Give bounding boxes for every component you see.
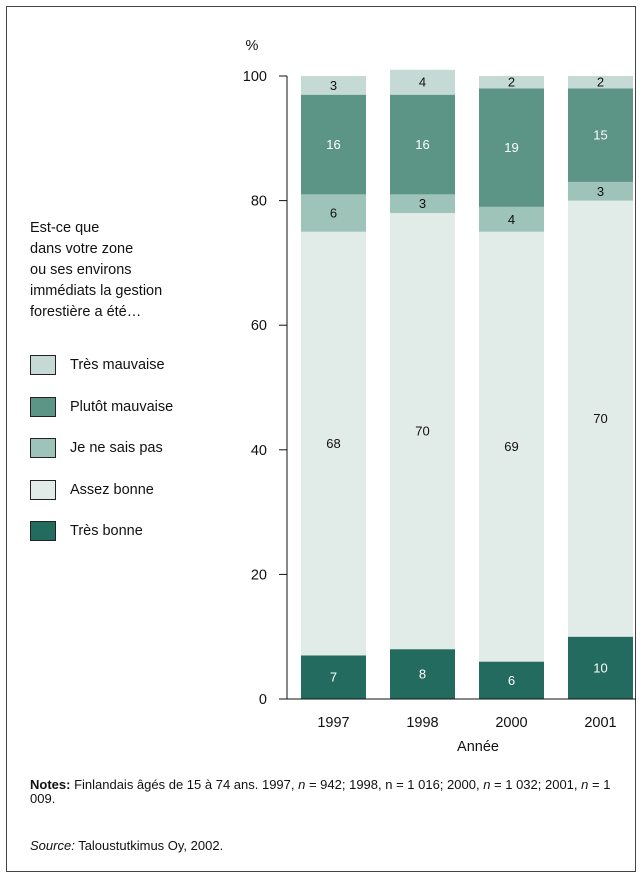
data-label: 4 <box>508 212 515 227</box>
notes-n: n <box>581 777 589 792</box>
bar-segment <box>568 636 633 699</box>
legend-swatch <box>30 396 56 417</box>
legend-label: Très mauvaise <box>70 357 165 373</box>
x-tick-label: 2001 <box>584 715 616 731</box>
bar-segment <box>390 69 455 95</box>
data-label: 68 <box>326 436 340 451</box>
legend-label: Très bonne <box>70 523 143 540</box>
data-label: 6 <box>330 206 337 221</box>
data-label: 7 <box>330 670 337 685</box>
bar-segment <box>390 194 455 214</box>
x-tick-label: 2000 <box>495 715 527 731</box>
notes-text: = 1 009. <box>30 777 611 806</box>
bar-segment <box>479 661 544 699</box>
legend-swatch <box>30 521 56 542</box>
bar-segment <box>568 88 633 182</box>
figure-frame <box>6 6 636 872</box>
bar-segment <box>479 231 544 662</box>
bar-segment <box>568 181 633 201</box>
bar-segment <box>301 76 366 95</box>
legend-question-line: Est-ce que <box>30 220 100 236</box>
bar-segment <box>479 206 544 232</box>
data-label: 6 <box>508 673 515 688</box>
data-label: 3 <box>330 78 337 93</box>
source-label: Source: <box>30 838 75 853</box>
legend-swatch <box>30 438 56 459</box>
x-tick-label: 1998 <box>406 715 438 731</box>
legend-swatch <box>30 479 56 500</box>
data-label: 16 <box>326 137 340 152</box>
data-label: 8 <box>419 667 426 682</box>
legend-question: Est-ce que dans votre zone ou ses enviro… <box>30 218 220 323</box>
bar-segment <box>301 94 366 195</box>
segment-labels-layer: 7 68 6 16 3 8 70 3 16 4 6 69 4 19 2 10 70 3 15 2 <box>326 75 607 688</box>
data-label: 16 <box>415 137 429 152</box>
notes-label: Notes: <box>30 777 71 792</box>
legend-label: Assez bonne <box>70 481 154 498</box>
notes: Notes: Finlandais âgés de 15 à 74 ans. 1… <box>30 778 620 806</box>
bar-segment <box>390 213 455 650</box>
notes-text: = 1 032; 2001, <box>490 777 582 792</box>
y-tick-label: 60 <box>251 318 267 334</box>
notes-n: n <box>298 777 306 792</box>
axes-layer: 1997 1998 2000 2001 0 20 40 60 80 100% Année <box>243 38 636 755</box>
legend-question-line: forestière a été… <box>30 304 142 320</box>
data-label: 2 <box>597 75 604 90</box>
data-label: 2 <box>508 75 515 90</box>
notes-n: n <box>483 777 491 792</box>
data-label: 70 <box>593 411 607 426</box>
data-label: 70 <box>415 424 429 439</box>
bar-segment <box>479 76 544 89</box>
y-tick-label: 0 <box>259 692 267 708</box>
data-label: 19 <box>504 140 518 155</box>
data-label: 10 <box>593 660 607 675</box>
y-axis-label: % <box>246 38 259 54</box>
legend-label: Plutôt mauvaise <box>70 398 174 415</box>
bar-segment <box>390 94 455 195</box>
y-tick-label: 80 <box>251 194 267 210</box>
bar-segment <box>390 649 455 699</box>
bar-segment <box>301 194 366 232</box>
legend-label: Je ne sais pas <box>70 440 163 457</box>
data-label: 3 <box>419 196 426 211</box>
legend-swatch <box>30 355 56 375</box>
bar-segment <box>301 231 366 656</box>
x-tick-label: 1997 <box>317 715 349 731</box>
data-label: 69 <box>504 439 518 454</box>
notes-text: Finlandais âgés de 15 à 74 ans. 1997, <box>70 777 299 792</box>
bar-segment <box>479 88 544 207</box>
y-tick-label: 40 <box>251 443 267 459</box>
bar-segment <box>568 200 633 637</box>
y-tick-label: 20 <box>251 567 267 583</box>
legend-question-line: immédiats la gestion <box>30 283 163 299</box>
source-text: Taloustutkimus Oy, 2002. <box>74 838 224 853</box>
bar-segment <box>568 76 633 89</box>
data-label: 4 <box>419 75 426 90</box>
y-tick-label: 100 <box>243 69 267 85</box>
bar-segment <box>301 655 366 699</box>
bars-layer <box>301 69 633 699</box>
data-label: 3 <box>597 184 604 199</box>
legend-question-line: dans votre zone <box>30 241 134 257</box>
source: Source: Taloustutkimus Oy, 2002. <box>30 838 223 853</box>
data-label: 15 <box>593 128 607 143</box>
legend-question-line: ou ses environs <box>30 262 132 278</box>
x-axis-label: Année <box>457 739 499 755</box>
notes-text: = 942; 1998, n = 1 016; 2000, <box>305 777 484 792</box>
